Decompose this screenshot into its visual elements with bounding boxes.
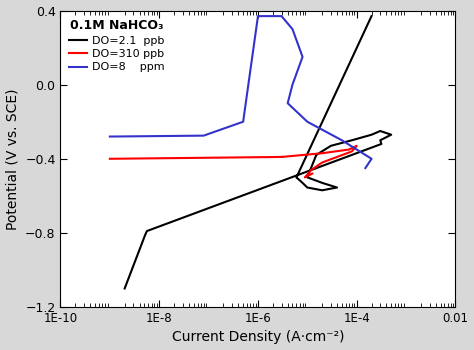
DO=8    ppm (157, 134, 163, 138)
DO=8    ppm (363, 166, 368, 170)
DO=8    ppm (255, 14, 261, 18)
Y-axis label: Potential (V vs. SCE): Potential (V vs. SCE) (6, 88, 19, 230)
DO=310 ppb (229, 155, 235, 160)
DO=2.1  ppb (379, 142, 384, 146)
Legend: DO=2.1  ppb, DO=310 ppb, DO=8    ppm: DO=2.1 ppb, DO=310 ppb, DO=8 ppm (66, 16, 167, 76)
DO=310 ppb (107, 157, 113, 161)
DO=2.1  ppb (132, 260, 138, 264)
DO=310 ppb (302, 175, 308, 180)
DO=8    ppm (189, 134, 195, 138)
DO=310 ppb (186, 156, 191, 160)
DO=2.1  ppb (122, 286, 128, 290)
DO=8    ppm (242, 109, 247, 113)
DO=310 ppb (354, 144, 360, 148)
Line: DO=8    ppm: DO=8 ppm (110, 16, 372, 168)
X-axis label: Current Density (A·cm⁻²): Current Density (A·cm⁻²) (172, 330, 344, 344)
DO=8    ppm (136, 134, 141, 138)
Line: DO=310 ppb: DO=310 ppb (110, 146, 357, 177)
DO=2.1  ppb (234, 196, 240, 200)
DO=310 ppb (159, 156, 165, 160)
DO=310 ppb (260, 155, 266, 159)
DO=310 ppb (310, 172, 315, 176)
DO=2.1  ppb (187, 213, 192, 217)
DO=2.1  ppb (369, 14, 374, 18)
DO=310 ppb (142, 156, 148, 161)
DO=310 ppb (192, 156, 198, 160)
DO=2.1  ppb (352, 50, 357, 54)
DO=2.1  ppb (349, 57, 355, 61)
DO=8    ppm (107, 134, 113, 139)
Line: DO=2.1  ppb: DO=2.1 ppb (125, 16, 391, 288)
DO=8    ppm (178, 134, 183, 138)
DO=8    ppm (254, 25, 259, 29)
